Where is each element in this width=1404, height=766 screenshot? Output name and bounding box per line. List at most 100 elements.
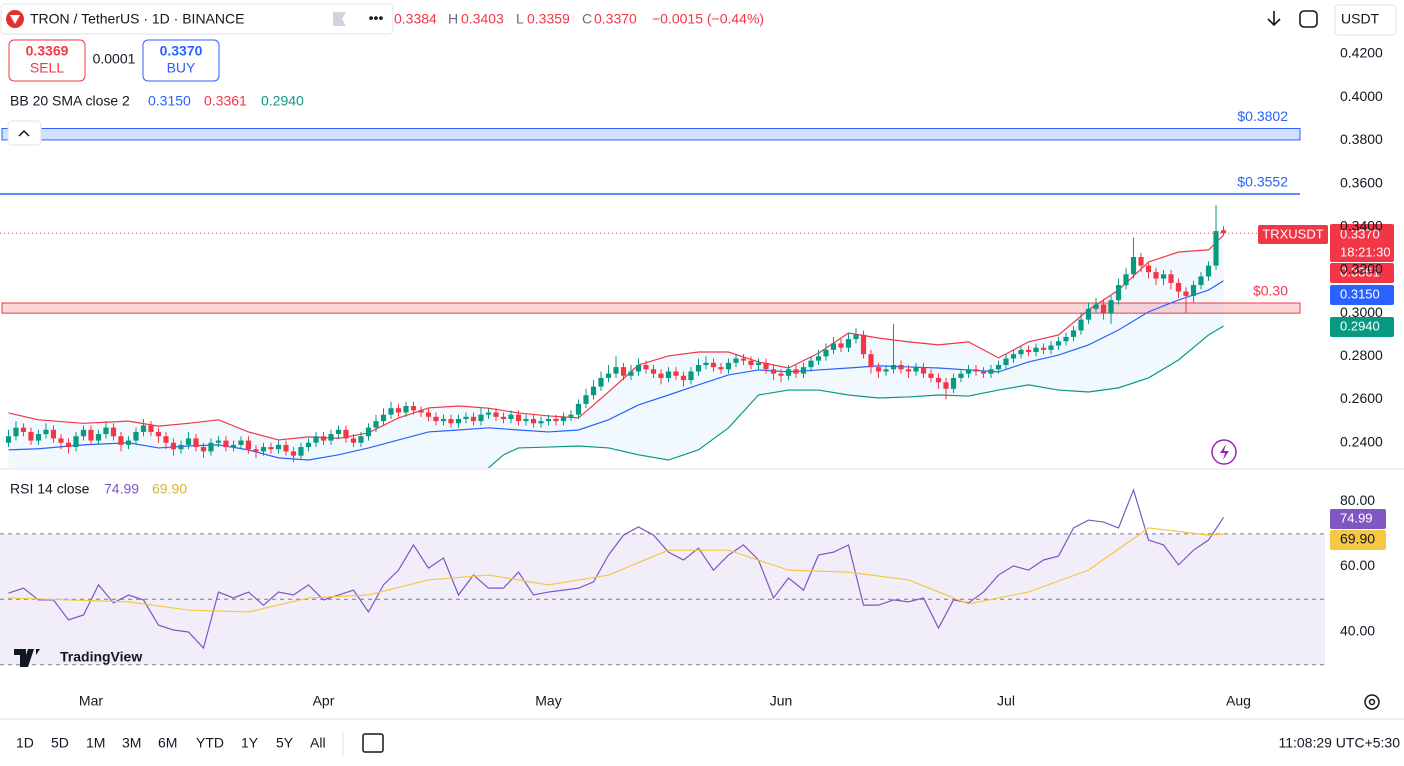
candle-body	[650, 369, 657, 374]
x-tick-label: May	[535, 693, 561, 709]
sell-price[interactable]: 0.3369	[26, 43, 69, 59]
candle-body	[1213, 231, 1219, 266]
candle-body	[455, 418, 462, 424]
level-label: $0.3802	[1237, 108, 1288, 124]
candle-body	[568, 414, 574, 417]
candle-body	[898, 364, 904, 370]
candle-body	[298, 447, 304, 456]
range-button[interactable]: 1M	[86, 735, 105, 751]
candle-body	[643, 364, 649, 370]
candle-body	[290, 451, 297, 456]
candle-body	[50, 429, 57, 439]
candle-body	[1063, 336, 1069, 342]
buy-label[interactable]: BUY	[167, 60, 196, 76]
more-icon[interactable]: •••	[369, 10, 384, 26]
candle-body	[755, 362, 762, 365]
candle-body	[433, 416, 439, 422]
candle-body	[260, 447, 267, 452]
candle-body	[1160, 274, 1167, 279]
candle-body	[58, 438, 64, 443]
candle-body	[388, 408, 394, 415]
candle-body	[365, 427, 372, 437]
candle-body	[253, 449, 259, 452]
candle-body	[995, 364, 1002, 370]
rsi-band	[0, 533, 1325, 665]
symbol-tag	[1258, 225, 1328, 244]
y-tick-label: 0.3000	[1340, 304, 1383, 320]
candle-body	[80, 429, 87, 437]
flag-icon[interactable]	[333, 12, 346, 26]
range-button[interactable]: All	[310, 735, 326, 751]
bb-line	[8, 280, 1224, 461]
candle-body	[275, 444, 282, 450]
fullscreen-icon[interactable]	[1299, 10, 1318, 28]
candle-body	[763, 362, 769, 370]
candle-body	[403, 406, 409, 413]
ohlc-key: H	[448, 11, 458, 27]
download-icon[interactable]	[1267, 11, 1281, 27]
candle-body	[560, 416, 567, 422]
candle-body	[965, 369, 972, 374]
candle-body	[110, 427, 117, 437]
symbol-box[interactable]	[0, 3, 394, 35]
currency[interactable]: USDT	[1341, 11, 1380, 27]
calendar-icon[interactable]	[362, 733, 384, 753]
price-pane: $0.3802 $0.3552 $0.30	[0, 108, 1325, 468]
candle-body	[373, 421, 379, 428]
candle-body	[65, 442, 72, 448]
range-button[interactable]: 5Y	[276, 735, 294, 751]
candle-body	[1138, 257, 1144, 266]
range-button[interactable]: 1D	[16, 735, 34, 751]
rsi-pane	[0, 488, 1325, 666]
rsi-tag	[1330, 530, 1386, 550]
symbol-logo-mark	[10, 15, 20, 24]
y-tick-label: 0.4200	[1340, 45, 1383, 61]
candle-body	[748, 360, 754, 365]
level-zone	[1, 302, 1301, 314]
candle-body	[1145, 265, 1152, 273]
collapse-button[interactable]	[7, 120, 42, 146]
settings-icon[interactable]	[1364, 694, 1380, 710]
range-button[interactable]: 3M	[122, 735, 141, 751]
rsi-value: 69.90	[152, 481, 187, 497]
candle-body	[440, 418, 447, 422]
currency-box[interactable]	[1334, 4, 1397, 36]
candle-body	[1108, 300, 1114, 314]
candle-body	[133, 431, 139, 441]
x-tick-label: Aug	[1226, 693, 1251, 709]
rsi-line	[8, 527, 1224, 613]
sell-button[interactable]	[8, 39, 86, 82]
candle-body	[320, 436, 327, 441]
ohlc-key: L	[516, 11, 524, 27]
range-button[interactable]: 6M	[158, 735, 177, 751]
candle-body	[958, 373, 964, 378]
sell-label[interactable]: SELL	[30, 60, 64, 76]
buy-price[interactable]: 0.3370	[160, 43, 203, 59]
candle-body	[583, 395, 589, 404]
range-button[interactable]: 1Y	[241, 735, 259, 751]
spread: 0.0001	[93, 51, 136, 67]
rsi-value: 74.99	[104, 481, 139, 497]
range-button[interactable]: YTD	[196, 735, 224, 751]
candle-body	[673, 371, 679, 376]
candle-body	[838, 343, 844, 348]
indicator-value: 0.2940	[261, 93, 304, 109]
candle-body	[245, 440, 252, 450]
overlay: TRON / TetherUS · 1D · BINANCE ••• 0.338…	[0, 3, 1400, 757]
candle-body	[830, 343, 837, 350]
candle-body	[695, 364, 702, 372]
candle-body	[950, 377, 957, 389]
candle-body	[710, 362, 717, 368]
candle-body	[1183, 291, 1189, 296]
y-tick-label: 0.2400	[1340, 433, 1383, 449]
candle-body	[718, 367, 724, 370]
candle-body	[733, 358, 739, 363]
range-button[interactable]: 5D	[51, 735, 69, 751]
candle-body	[658, 373, 664, 378]
candle-body	[95, 434, 102, 441]
candle-body	[1115, 285, 1122, 301]
candle-body	[230, 444, 237, 448]
buy-button[interactable]	[142, 39, 220, 82]
candle-body	[178, 444, 184, 450]
